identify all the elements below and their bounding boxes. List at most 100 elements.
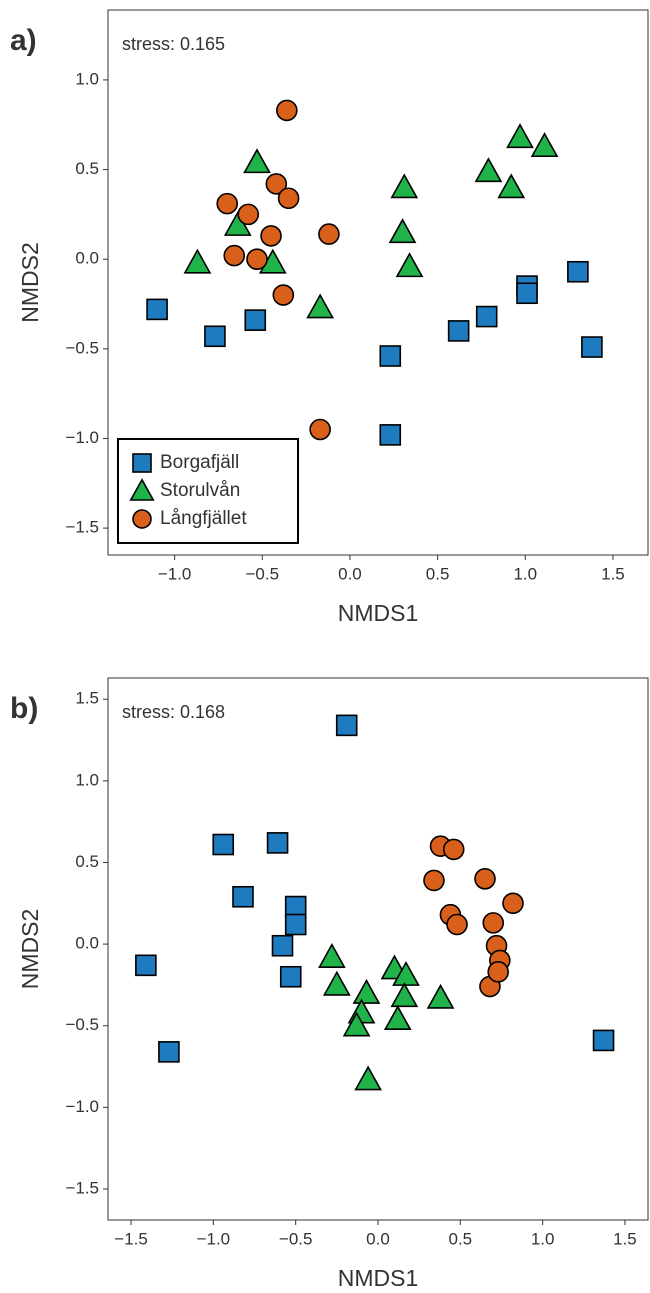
y-axis-title: NMDS2 [17,242,43,323]
point [212,833,235,856]
point [246,248,268,270]
point [497,173,526,199]
point [516,282,538,305]
x-tick-label: 0.0 [338,564,362,583]
point [135,954,157,977]
annotation: stress: 0.168 [122,702,225,722]
point [146,298,168,321]
legend-label: Borgafjäll [160,452,239,473]
x-tick-label: 1.5 [613,1229,637,1248]
x-tick-label: 0.5 [426,564,450,583]
x-tick-label: −0.5 [279,1229,313,1248]
point [390,173,419,199]
x-axis-title: NMDS1 [338,1265,419,1291]
point [390,982,419,1008]
point [388,218,417,244]
x-tick-label: −1.5 [114,1229,148,1248]
point [216,192,239,215]
point [354,1065,382,1091]
y-tick-label: −0.5 [65,338,99,357]
panel-label: a) [10,24,37,57]
point [379,424,402,446]
y-tick-label: −0.5 [65,1015,99,1034]
point [446,913,468,936]
point [223,244,246,267]
point [318,943,346,968]
point [352,978,381,1004]
point [592,1029,615,1052]
x-tick-label: 1.0 [531,1229,555,1248]
point [271,934,294,957]
point [318,223,340,245]
panel-label: b) [10,692,38,725]
point [474,157,503,183]
point [276,99,298,122]
x-tick-label: 1.0 [513,564,537,583]
y-tick-label: 0.0 [75,249,99,268]
y-tick-label: 1.0 [75,770,99,789]
point [567,260,589,283]
x-tick-label: −1.0 [197,1229,231,1248]
point [232,885,254,908]
annotation: stress: 0.165 [122,34,225,54]
point [322,970,351,996]
x-tick-label: −0.5 [246,564,280,583]
x-tick-label: 0.0 [366,1229,390,1248]
x-tick-label: −1.0 [158,564,192,583]
y-tick-label: −1.0 [65,1097,99,1116]
x-tick-label: 0.5 [448,1229,472,1248]
point [266,832,289,854]
point [442,838,465,861]
point [284,913,307,936]
point [183,248,212,274]
y-tick-label: 0.5 [75,852,99,871]
point [272,284,295,306]
point [243,148,271,174]
point [284,895,307,918]
point [158,1041,180,1063]
point [383,1005,412,1030]
point [342,1011,371,1037]
point [279,965,302,988]
point [502,892,524,915]
point [423,869,445,892]
legend-marker [132,509,152,529]
plot-frame [107,9,649,556]
legend-label: Långfjället [160,508,247,529]
legend-label: Storulvån [160,480,240,501]
point [487,961,509,983]
point [379,345,402,367]
point [392,960,420,986]
point [475,305,498,328]
point [530,132,559,158]
point [426,983,455,1009]
x-axis-title: NMDS1 [338,600,419,626]
y-tick-label: 0.5 [75,159,99,178]
x-tick-label: 1.5 [601,564,625,583]
legend-marker [132,453,152,473]
point [309,418,331,441]
point [395,252,424,278]
point [581,336,603,358]
point [277,187,300,210]
y-tick-label: 0.0 [75,934,99,953]
point [204,325,226,348]
y-tick-label: −1.5 [65,518,99,537]
point [265,173,288,195]
point [474,868,496,890]
y-tick-label: 1.5 [75,689,99,708]
point [447,320,470,342]
point [335,714,358,737]
y-tick-label: −1.0 [65,428,99,447]
point [506,123,534,149]
y-tick-label: 1.0 [75,69,99,88]
point [237,203,260,226]
point [260,225,282,247]
point [244,309,267,331]
y-axis-title: NMDS2 [17,909,43,990]
legend-marker [129,478,155,501]
y-tick-label: −1.5 [65,1178,99,1197]
plot-frame [107,677,649,1221]
